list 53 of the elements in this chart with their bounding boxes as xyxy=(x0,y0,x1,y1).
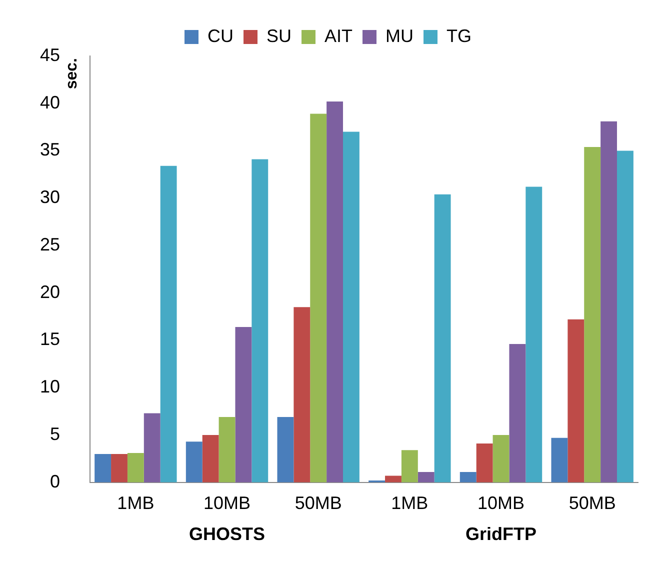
x-tick-label: 1MB xyxy=(391,493,428,514)
bar xyxy=(326,101,344,482)
y-tick-label: 15 xyxy=(40,329,60,350)
legend-label: TG xyxy=(446,26,472,46)
bar xyxy=(476,444,493,482)
y-tick-label: 40 xyxy=(40,92,60,112)
legend-label: MU xyxy=(386,26,414,46)
x-tick-label: 10MB xyxy=(477,493,525,514)
y-tick-label: 30 xyxy=(40,187,60,208)
bar xyxy=(434,194,451,482)
bar xyxy=(418,472,434,482)
x-tick-label: 1MB xyxy=(117,493,154,514)
text: GridFTP xyxy=(466,524,537,544)
bar xyxy=(252,159,268,482)
bar xyxy=(186,442,202,482)
y-tick-label: 35 xyxy=(40,140,60,160)
bar xyxy=(401,450,418,482)
bar xyxy=(492,435,510,482)
bar xyxy=(460,472,476,482)
y-axis-title: sec. xyxy=(63,58,80,90)
bar xyxy=(144,413,160,482)
y-tick-label: 45 xyxy=(40,44,60,65)
x-tick-label: 10MB xyxy=(204,493,251,514)
legend-label: CU xyxy=(208,26,234,46)
bar xyxy=(584,146,601,482)
x-tick-label: 50MB xyxy=(568,493,616,514)
bar xyxy=(600,121,617,482)
bar xyxy=(385,476,402,482)
bar xyxy=(568,319,584,482)
y-tick-label: 20 xyxy=(40,282,60,302)
bar xyxy=(509,344,526,482)
bar xyxy=(310,114,327,482)
bar xyxy=(127,453,144,482)
bar xyxy=(277,417,294,482)
bar xyxy=(235,327,252,482)
y-tick-label: 25 xyxy=(40,234,60,254)
text: GHOSTS xyxy=(189,524,266,544)
y-tick-label: 0 xyxy=(50,471,60,492)
bar xyxy=(160,166,177,482)
y-tick-label: 5 xyxy=(50,424,60,444)
bar xyxy=(526,186,542,482)
bar xyxy=(551,438,568,482)
bar xyxy=(294,307,310,482)
legend-label: SU xyxy=(266,26,292,46)
bar xyxy=(111,454,128,482)
bar xyxy=(202,435,219,482)
bar xyxy=(616,150,634,482)
y-tick-label: 10 xyxy=(40,376,60,397)
bar xyxy=(343,132,360,482)
x-tick-label: 50MB xyxy=(294,493,342,514)
bar xyxy=(94,454,112,482)
bar xyxy=(218,417,236,482)
legend-label: AIT xyxy=(324,26,353,46)
